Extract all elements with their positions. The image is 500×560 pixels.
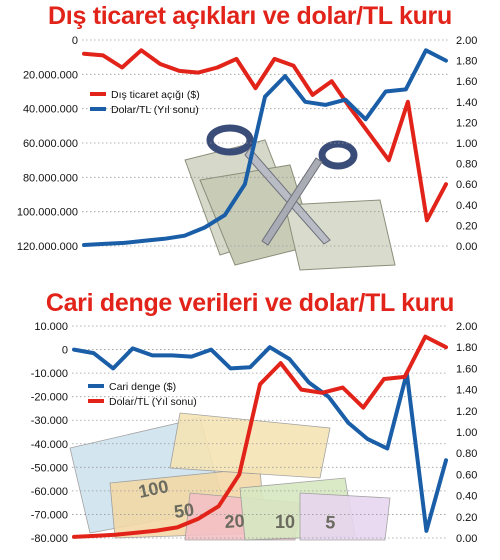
left-tick-label: 0 <box>72 35 78 47</box>
bottom-chart-title: Cari denge verileri ve dolar/TL kuru <box>45 289 455 317</box>
left-tick-label: -80.000 <box>31 533 68 545</box>
top-right-axis: 2.00 1.80 1.60 1.40 1.20 1.00 0.80 0.60 0.40 0.20… <box>456 35 477 253</box>
banknote-denomination: 20 <box>224 511 245 532</box>
series-line-left-axis <box>82 48 448 223</box>
series-line-right-axis <box>82 48 448 247</box>
scissors-handle <box>318 140 358 170</box>
top-series <box>82 48 448 247</box>
right-tick-label: 0.40 <box>456 200 477 212</box>
right-tick-label: 1.20 <box>456 406 477 418</box>
scissors-blade <box>244 147 331 245</box>
bottom-right-axis: 2.00 1.80 1.60 1.40 1.20 1.00 0.80 0.60 0.40 0.20… <box>456 321 477 545</box>
right-tick-label: 0.40 <box>456 491 477 503</box>
banknote-shape <box>284 199 396 271</box>
bottom-grid <box>72 325 448 539</box>
right-tick-label: 0.00 <box>456 533 477 545</box>
legend-swatch <box>88 399 104 403</box>
right-tick-label: 0.20 <box>456 220 477 232</box>
left-tick-label: 120.000.000 <box>17 241 78 253</box>
top-chart-title: Dış ticaret açıkları ve dolar/TL kuru <box>48 2 452 30</box>
bottom-legend: Cari denge ($) Dolar/TL (Yıl sonu) <box>88 381 197 408</box>
left-tick-label: -40.000 <box>31 439 68 451</box>
scissors-banknote-illustration <box>184 124 396 271</box>
left-tick-label: 100.000.000 <box>17 207 78 219</box>
right-tick-label: 0.00 <box>456 241 477 253</box>
right-tick-label: 1.60 <box>456 76 477 88</box>
right-tick-label: 0.20 <box>456 512 477 524</box>
bottom-series <box>72 334 448 539</box>
left-tick-label: 40.000.000 <box>23 104 78 116</box>
left-tick-label: -20.000 <box>31 392 68 404</box>
series-line-left-axis <box>72 345 448 533</box>
legend-label: Dış ticaret açığı ($) <box>111 89 200 101</box>
right-tick-label: 1.80 <box>456 56 477 68</box>
right-tick-label: 1.00 <box>456 138 477 150</box>
scissors-blade <box>261 157 323 246</box>
left-tick-label: -30.000 <box>31 415 68 427</box>
right-tick-label: 1.00 <box>456 427 477 439</box>
left-tick-label: 80.000.000 <box>23 172 78 184</box>
right-tick-label: 2.00 <box>456 321 477 333</box>
left-tick-label: -70.000 <box>31 509 68 521</box>
right-tick-label: 0.60 <box>456 179 477 191</box>
right-tick-label: 0.80 <box>456 159 477 171</box>
legend-label: Cari denge ($) <box>109 381 176 393</box>
banknote-shape <box>169 412 331 479</box>
legend-swatch <box>90 107 106 111</box>
top-grid <box>82 39 448 247</box>
left-tick-label: 60.000.000 <box>23 138 78 150</box>
right-tick-label: 1.40 <box>456 385 477 397</box>
banknote-shape <box>299 492 391 541</box>
right-tick-label: 1.80 <box>456 342 477 354</box>
top-legend: Dış ticaret açığı ($) Dolar/TL (Yıl sonu) <box>90 89 200 116</box>
legend-label: Dolar/TL (Yıl sonu) <box>109 396 197 408</box>
left-tick-label: -50.000 <box>31 462 68 474</box>
left-tick-label: -10.000 <box>31 368 68 380</box>
legend-swatch <box>88 384 104 388</box>
right-tick-label: 1.60 <box>456 363 477 375</box>
left-tick-label: 10.000 <box>34 321 68 333</box>
legend-label: Dolar/TL (Yıl sonu) <box>111 104 199 116</box>
top-chart: 0 20.000.000 40.000.000 60.000.000 80.000.00… <box>17 35 477 271</box>
scissors-handle <box>206 124 254 156</box>
right-tick-label: 0.80 <box>456 448 477 460</box>
right-tick-label: 2.00 <box>456 35 477 47</box>
left-tick-label: -60.000 <box>31 486 68 498</box>
bottom-left-axis: 10.000 0 -10.000 -20.000 -30.000 -40.000 -50.0… <box>31 321 68 545</box>
right-tick-label: 1.40 <box>456 97 477 109</box>
legend-swatch <box>90 92 106 96</box>
left-tick-label: 20.000.000 <box>23 69 78 81</box>
banknote-denomination: 5 <box>325 512 336 533</box>
banknote-denomination: 50 <box>173 499 196 522</box>
left-tick-label: 0 <box>62 345 68 357</box>
banknote-denomination: 10 <box>275 512 295 532</box>
series-line-right-axis <box>72 334 448 539</box>
top-left-axis: 0 20.000.000 40.000.000 60.000.000 80.000.00… <box>17 35 78 253</box>
right-tick-label: 0.60 <box>456 469 477 481</box>
right-tick-label: 1.20 <box>456 117 477 129</box>
